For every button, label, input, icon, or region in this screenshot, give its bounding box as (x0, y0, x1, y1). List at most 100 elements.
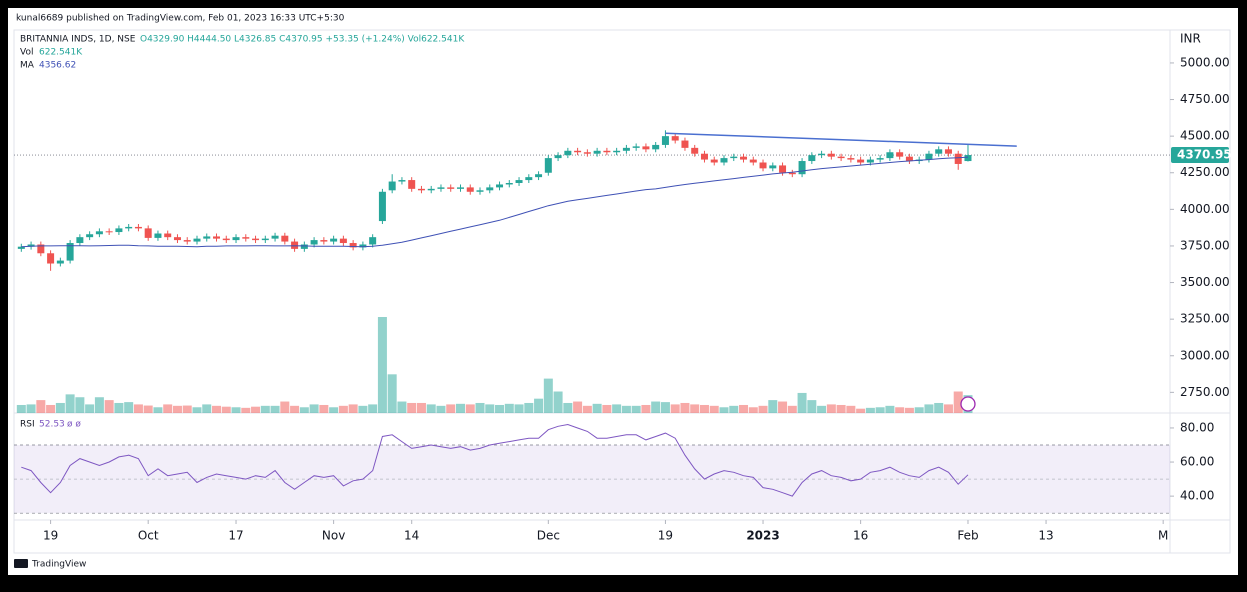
rsi-tick-label: 80.00 (1180, 420, 1214, 434)
candle-body (759, 162, 767, 169)
volume-bar (426, 404, 436, 413)
candle-body (779, 165, 787, 173)
candle-body (603, 150, 611, 153)
volume-bar (241, 407, 251, 413)
volume-bar (729, 405, 739, 413)
trendline (665, 132, 1017, 147)
volume-bar (221, 406, 231, 413)
volume-bar (182, 405, 192, 413)
candle-body (671, 136, 679, 141)
volume-bar (446, 404, 456, 413)
candle-body (857, 159, 865, 163)
y-tick-label: 3500.00 (1180, 275, 1230, 289)
volume-bar (26, 404, 36, 413)
candle-body (320, 240, 328, 242)
candle-body (905, 156, 913, 162)
volume-bar (387, 374, 397, 413)
volume-bar (924, 404, 934, 413)
candle-body (700, 153, 708, 160)
y-tick-label: 4000.00 (1180, 202, 1230, 216)
volume-bar (280, 401, 290, 413)
volume-bar (455, 403, 465, 413)
candle-body (232, 237, 240, 241)
volume-bar (739, 404, 749, 413)
candle-body (86, 234, 94, 238)
volume-bar (885, 405, 895, 413)
candle-body (300, 244, 308, 249)
candle-body (935, 149, 943, 154)
legend-symbol: BRITANNIA INDS, 1D, NSE (20, 35, 136, 45)
volume-bar (631, 405, 641, 413)
candle-body (544, 158, 552, 173)
candle-body (720, 158, 728, 163)
candle-body (749, 159, 757, 163)
volume-bar (368, 404, 378, 413)
candle-body (827, 153, 835, 157)
x-tick-label: Feb (957, 529, 978, 543)
volume-bar (641, 404, 651, 413)
volume-bar (612, 404, 622, 413)
rsi-extra: ø ø (67, 420, 81, 430)
volume-bar (46, 404, 56, 413)
volume-bar (709, 405, 719, 413)
volume-bar (192, 407, 202, 413)
volume-bar (407, 402, 417, 413)
legend-ma-label: MA (20, 61, 35, 71)
volume-bar (817, 405, 827, 413)
candle-body (788, 172, 796, 175)
candle-body (115, 228, 123, 233)
candle-body (876, 158, 884, 160)
alert-icon (960, 396, 976, 412)
candle-body (486, 187, 494, 191)
x-tick-label: 2023 (746, 529, 779, 543)
candle-body (437, 187, 445, 189)
volume-bar (563, 402, 573, 413)
y-tick-label: 2750.00 (1180, 385, 1230, 399)
volume-bar (943, 404, 953, 413)
candle-body (691, 147, 699, 154)
candle-body (17, 246, 25, 249)
volume-bar (807, 400, 817, 413)
rsi-value: 52.53 (39, 420, 65, 430)
candle-body (388, 181, 396, 191)
volume-bar (846, 405, 856, 413)
candle-body (76, 237, 84, 244)
volume-bar (124, 402, 134, 413)
volume-bar (758, 405, 768, 413)
candle-body (681, 140, 689, 148)
volume-bar (94, 397, 104, 413)
candle-body (27, 244, 35, 247)
candle-body (896, 152, 904, 157)
candle-body (613, 150, 621, 153)
candle-body (417, 188, 425, 191)
volume-bar (270, 405, 280, 413)
volume-bar (953, 391, 963, 413)
candle-body (847, 158, 855, 160)
candle-body (798, 161, 806, 175)
rsi-label: RSI (20, 420, 35, 430)
candle-body (496, 184, 504, 188)
volume-bar (377, 317, 387, 413)
candle-body (769, 165, 777, 169)
candle-body (740, 156, 748, 160)
x-tick-label: 17 (228, 529, 243, 543)
candle-body (95, 231, 103, 235)
candle-body (398, 180, 406, 182)
currency: INR (1180, 32, 1201, 46)
volume-bar (75, 397, 85, 413)
volume-bar (143, 405, 153, 413)
candle-body (808, 155, 816, 162)
volume-bar (153, 407, 163, 413)
candle-body (164, 233, 172, 238)
volume-bar (348, 404, 358, 413)
candle-body (535, 174, 543, 178)
candle-body (144, 228, 152, 238)
volume-bar (543, 378, 553, 413)
y-tick-label: 4250.00 (1180, 165, 1230, 179)
x-tick-label: 13 (1038, 529, 1053, 543)
last-price-label: 4370.95 (1177, 148, 1232, 162)
volume-bar (202, 404, 212, 413)
candle-body (661, 136, 669, 145)
rsi-tick-label: 60.00 (1180, 455, 1214, 469)
